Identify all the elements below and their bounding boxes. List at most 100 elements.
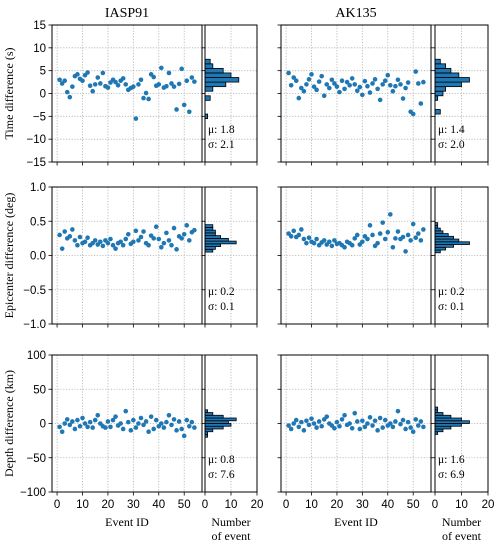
scatter-point: [288, 234, 294, 239]
histogram-bar: [204, 95, 211, 101]
scatter-point: [151, 74, 156, 80]
scatter-point: [161, 425, 167, 430]
scatter-point: [186, 423, 192, 429]
scatter-point: [321, 238, 327, 243]
histogram-bar: [434, 249, 441, 254]
scatter-point: [393, 419, 398, 424]
scatter-point: [306, 422, 312, 428]
mu-annotation: μ: 0.2: [208, 286, 235, 298]
scatter-point: [131, 239, 136, 245]
scatter-point: [82, 421, 88, 426]
scatter-point: [174, 247, 179, 252]
scatter-point: [57, 424, 62, 430]
scatter-point: [100, 70, 106, 76]
scatter-point: [286, 70, 291, 76]
scatter-point: [388, 82, 393, 88]
sigma-annotation: σ: 7.6: [208, 469, 235, 481]
histogram-x-tick-label: 20: [482, 499, 495, 511]
scatter-point: [125, 231, 131, 237]
scatter-point: [367, 223, 373, 228]
scatter-point: [143, 419, 149, 424]
y-tick-label: −5: [33, 111, 46, 123]
histogram-bar: [204, 428, 214, 433]
scatter-point: [342, 244, 347, 250]
scatter-point: [125, 419, 131, 425]
y-axis-label: Time difference (s): [2, 48, 16, 140]
scatter-point: [380, 82, 385, 87]
histogram-bar: [434, 412, 444, 416]
histogram-bar: [434, 233, 449, 237]
histogram-bar: [204, 224, 214, 228]
scatter-point: [192, 227, 197, 233]
histogram-bar: [204, 420, 229, 424]
scatter-point: [133, 228, 139, 234]
histogram-bar: [434, 72, 460, 78]
sigma-annotation: σ: 6.9: [438, 469, 465, 481]
scatter-point: [299, 85, 304, 91]
scatter-point: [113, 414, 118, 419]
scatter-point: [393, 236, 398, 241]
scatter-point: [75, 417, 80, 423]
sigma-annotation: σ: 2.1: [208, 139, 235, 151]
y-axis-label: Epicenter difference (deg): [2, 193, 16, 319]
scatter-point: [72, 426, 78, 432]
scatter-point: [95, 412, 101, 418]
scatter-point: [367, 415, 373, 420]
scatter-point: [141, 422, 146, 428]
histogram-bar: [434, 428, 444, 433]
y-tick-label: 0.5: [30, 216, 46, 228]
scatter-point: [59, 246, 65, 251]
scatter-point: [321, 93, 327, 99]
scatter-point: [95, 75, 101, 80]
histogram-bar: [434, 86, 447, 92]
scatter-point: [362, 424, 368, 430]
sigma-annotation: σ: 0.1: [208, 301, 235, 313]
scatter-point: [301, 428, 307, 433]
scatter-point: [64, 417, 70, 422]
mu-annotation: μ: 1.6: [438, 454, 465, 466]
column-title: AK135: [335, 6, 376, 21]
scatter-point: [186, 109, 192, 115]
histogram-bar: [434, 241, 470, 245]
histogram-bar: [204, 425, 224, 430]
scatter-point: [110, 242, 116, 248]
scatter-point: [169, 81, 174, 86]
histogram-bar: [204, 412, 214, 416]
scatter-point: [120, 242, 126, 248]
scatter-point: [403, 85, 408, 91]
scatter-point: [370, 232, 375, 238]
scatter-point: [332, 238, 337, 243]
histogram-bar: [434, 63, 447, 69]
x-tick-label: 50: [178, 499, 191, 511]
x-tick-label: 20: [331, 499, 344, 511]
scatter-point: [329, 77, 335, 83]
scatter-point: [349, 242, 355, 248]
scatter-point: [319, 73, 324, 79]
scatter-point: [415, 81, 421, 86]
scatter-point: [410, 221, 416, 227]
scatter-point: [179, 66, 184, 72]
scatter-point: [166, 412, 172, 418]
scatter-point: [164, 230, 169, 236]
scatter-point: [176, 419, 182, 424]
scatter-point: [62, 229, 68, 234]
histogram-bar: [434, 67, 452, 74]
scatter-point: [408, 238, 413, 243]
scatter-point: [296, 95, 302, 101]
scatter-point: [148, 414, 154, 419]
y-tick-label: 15: [33, 20, 46, 32]
scatter-point: [70, 84, 75, 89]
scatter-point: [385, 229, 391, 235]
scatter-point: [77, 234, 83, 240]
histogram-bar: [434, 230, 444, 234]
scatter-point: [171, 417, 177, 422]
histogram-x-tick-label: 10: [455, 499, 468, 511]
scatter-point: [108, 236, 113, 242]
x-tick-label: 10: [305, 499, 318, 511]
scatter-point: [179, 426, 184, 432]
histogram-bar: [434, 235, 454, 240]
scatter-point: [390, 88, 396, 94]
sigma-annotation: σ: 2.0: [438, 139, 465, 151]
histogram-bar: [434, 425, 452, 430]
